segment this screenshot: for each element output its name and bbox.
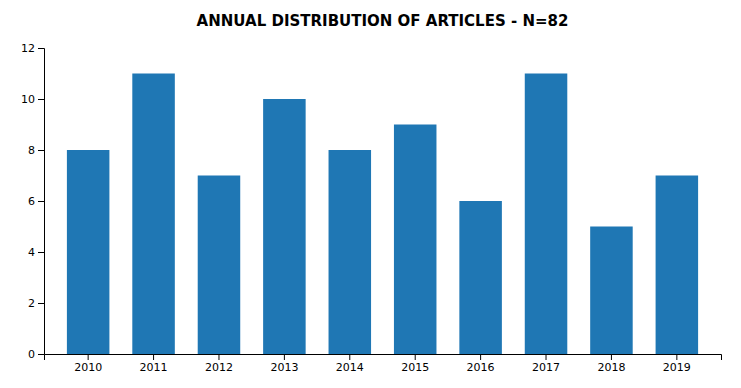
title: ANNUAL DISTRIBUTION OF ARTICLES - N=82 bbox=[197, 12, 569, 30]
x-tick: 2018 bbox=[597, 354, 625, 374]
chart-container: 2010201120122013201420152016201720182019… bbox=[0, 0, 741, 388]
y-axis-line bbox=[38, 49, 45, 355]
bar bbox=[525, 74, 568, 355]
x-tick: 2019 bbox=[663, 354, 691, 374]
y-tick: 2 bbox=[28, 297, 44, 310]
y-tick-mark bbox=[38, 201, 44, 202]
bars bbox=[67, 74, 698, 355]
bar bbox=[459, 201, 502, 354]
x-axis: 2010 2011 2012 2013 2014 2015 2016 2017 2018 2019 bbox=[45, 354, 722, 374]
x-tick-label: 2012 bbox=[205, 361, 233, 374]
x-tick: 2012 bbox=[205, 354, 233, 374]
x-tick: 2010 bbox=[74, 354, 102, 374]
x-tick-mark bbox=[546, 354, 547, 360]
x-tick-label: 2014 bbox=[336, 361, 364, 374]
bar bbox=[656, 176, 699, 355]
x-tick-mark bbox=[415, 354, 416, 360]
bar bbox=[198, 176, 241, 355]
chart-svg: 2010201120122013201420152016201720182019… bbox=[0, 0, 741, 388]
bar bbox=[67, 150, 110, 354]
y-tick-label: 2 bbox=[28, 297, 35, 310]
x-tick-mark bbox=[153, 354, 154, 360]
y-tick-mark bbox=[38, 150, 44, 151]
y-tick-mark bbox=[38, 99, 44, 100]
y-tick: 0 bbox=[28, 348, 44, 361]
y-tick-mark bbox=[38, 48, 44, 49]
x-tick-label: 2010 bbox=[74, 361, 102, 374]
x-tick: 2016 bbox=[467, 354, 495, 374]
x-tick-label: 2015 bbox=[401, 361, 429, 374]
x-tick-mark bbox=[88, 354, 89, 360]
x-tick: 2013 bbox=[270, 354, 298, 374]
x-tick: 2015 bbox=[401, 354, 429, 374]
bar bbox=[329, 150, 372, 354]
x-tick-mark bbox=[676, 354, 677, 360]
y-tick-label: 8 bbox=[28, 144, 35, 157]
x-tick-mark bbox=[218, 354, 219, 360]
y-axis: 0 2 4 6 8 10 12 bbox=[21, 42, 45, 361]
x-tick: 2014 bbox=[336, 354, 364, 374]
y-tick: 4 bbox=[28, 246, 44, 259]
y-tick: 10 bbox=[21, 93, 44, 106]
y-tick-mark bbox=[38, 252, 44, 253]
bar bbox=[132, 74, 175, 355]
x-tick: 2011 bbox=[140, 354, 168, 374]
y-tick-label: 4 bbox=[28, 246, 35, 259]
y-tick: 8 bbox=[28, 144, 44, 157]
y-tick-label: 12 bbox=[21, 42, 35, 55]
x-tick-label: 2018 bbox=[597, 361, 625, 374]
x-axis-line bbox=[45, 355, 722, 361]
y-tick-label: 6 bbox=[28, 195, 35, 208]
x-tick-mark bbox=[611, 354, 612, 360]
x-tick-mark bbox=[349, 354, 350, 360]
x-tick-label: 2019 bbox=[663, 361, 691, 374]
x-tick-label: 2017 bbox=[532, 361, 560, 374]
bar bbox=[263, 99, 306, 354]
x-tick: 2017 bbox=[532, 354, 560, 374]
y-tick: 12 bbox=[21, 42, 44, 55]
y-tick: 6 bbox=[28, 195, 44, 208]
x-tick-mark bbox=[480, 354, 481, 360]
bar bbox=[590, 227, 633, 355]
y-tick-label: 0 bbox=[28, 348, 35, 361]
bar bbox=[394, 125, 437, 355]
y-tick-mark bbox=[38, 303, 44, 304]
x-tick-label: 2011 bbox=[140, 361, 168, 374]
plot-area: 2010201120122013201420152016201720182019… bbox=[21, 42, 722, 374]
x-tick-mark bbox=[284, 354, 285, 360]
y-tick-label: 10 bbox=[21, 93, 35, 106]
x-tick-label: 2013 bbox=[270, 361, 298, 374]
y-tick-mark bbox=[38, 354, 44, 355]
x-tick-label: 2016 bbox=[467, 361, 495, 374]
